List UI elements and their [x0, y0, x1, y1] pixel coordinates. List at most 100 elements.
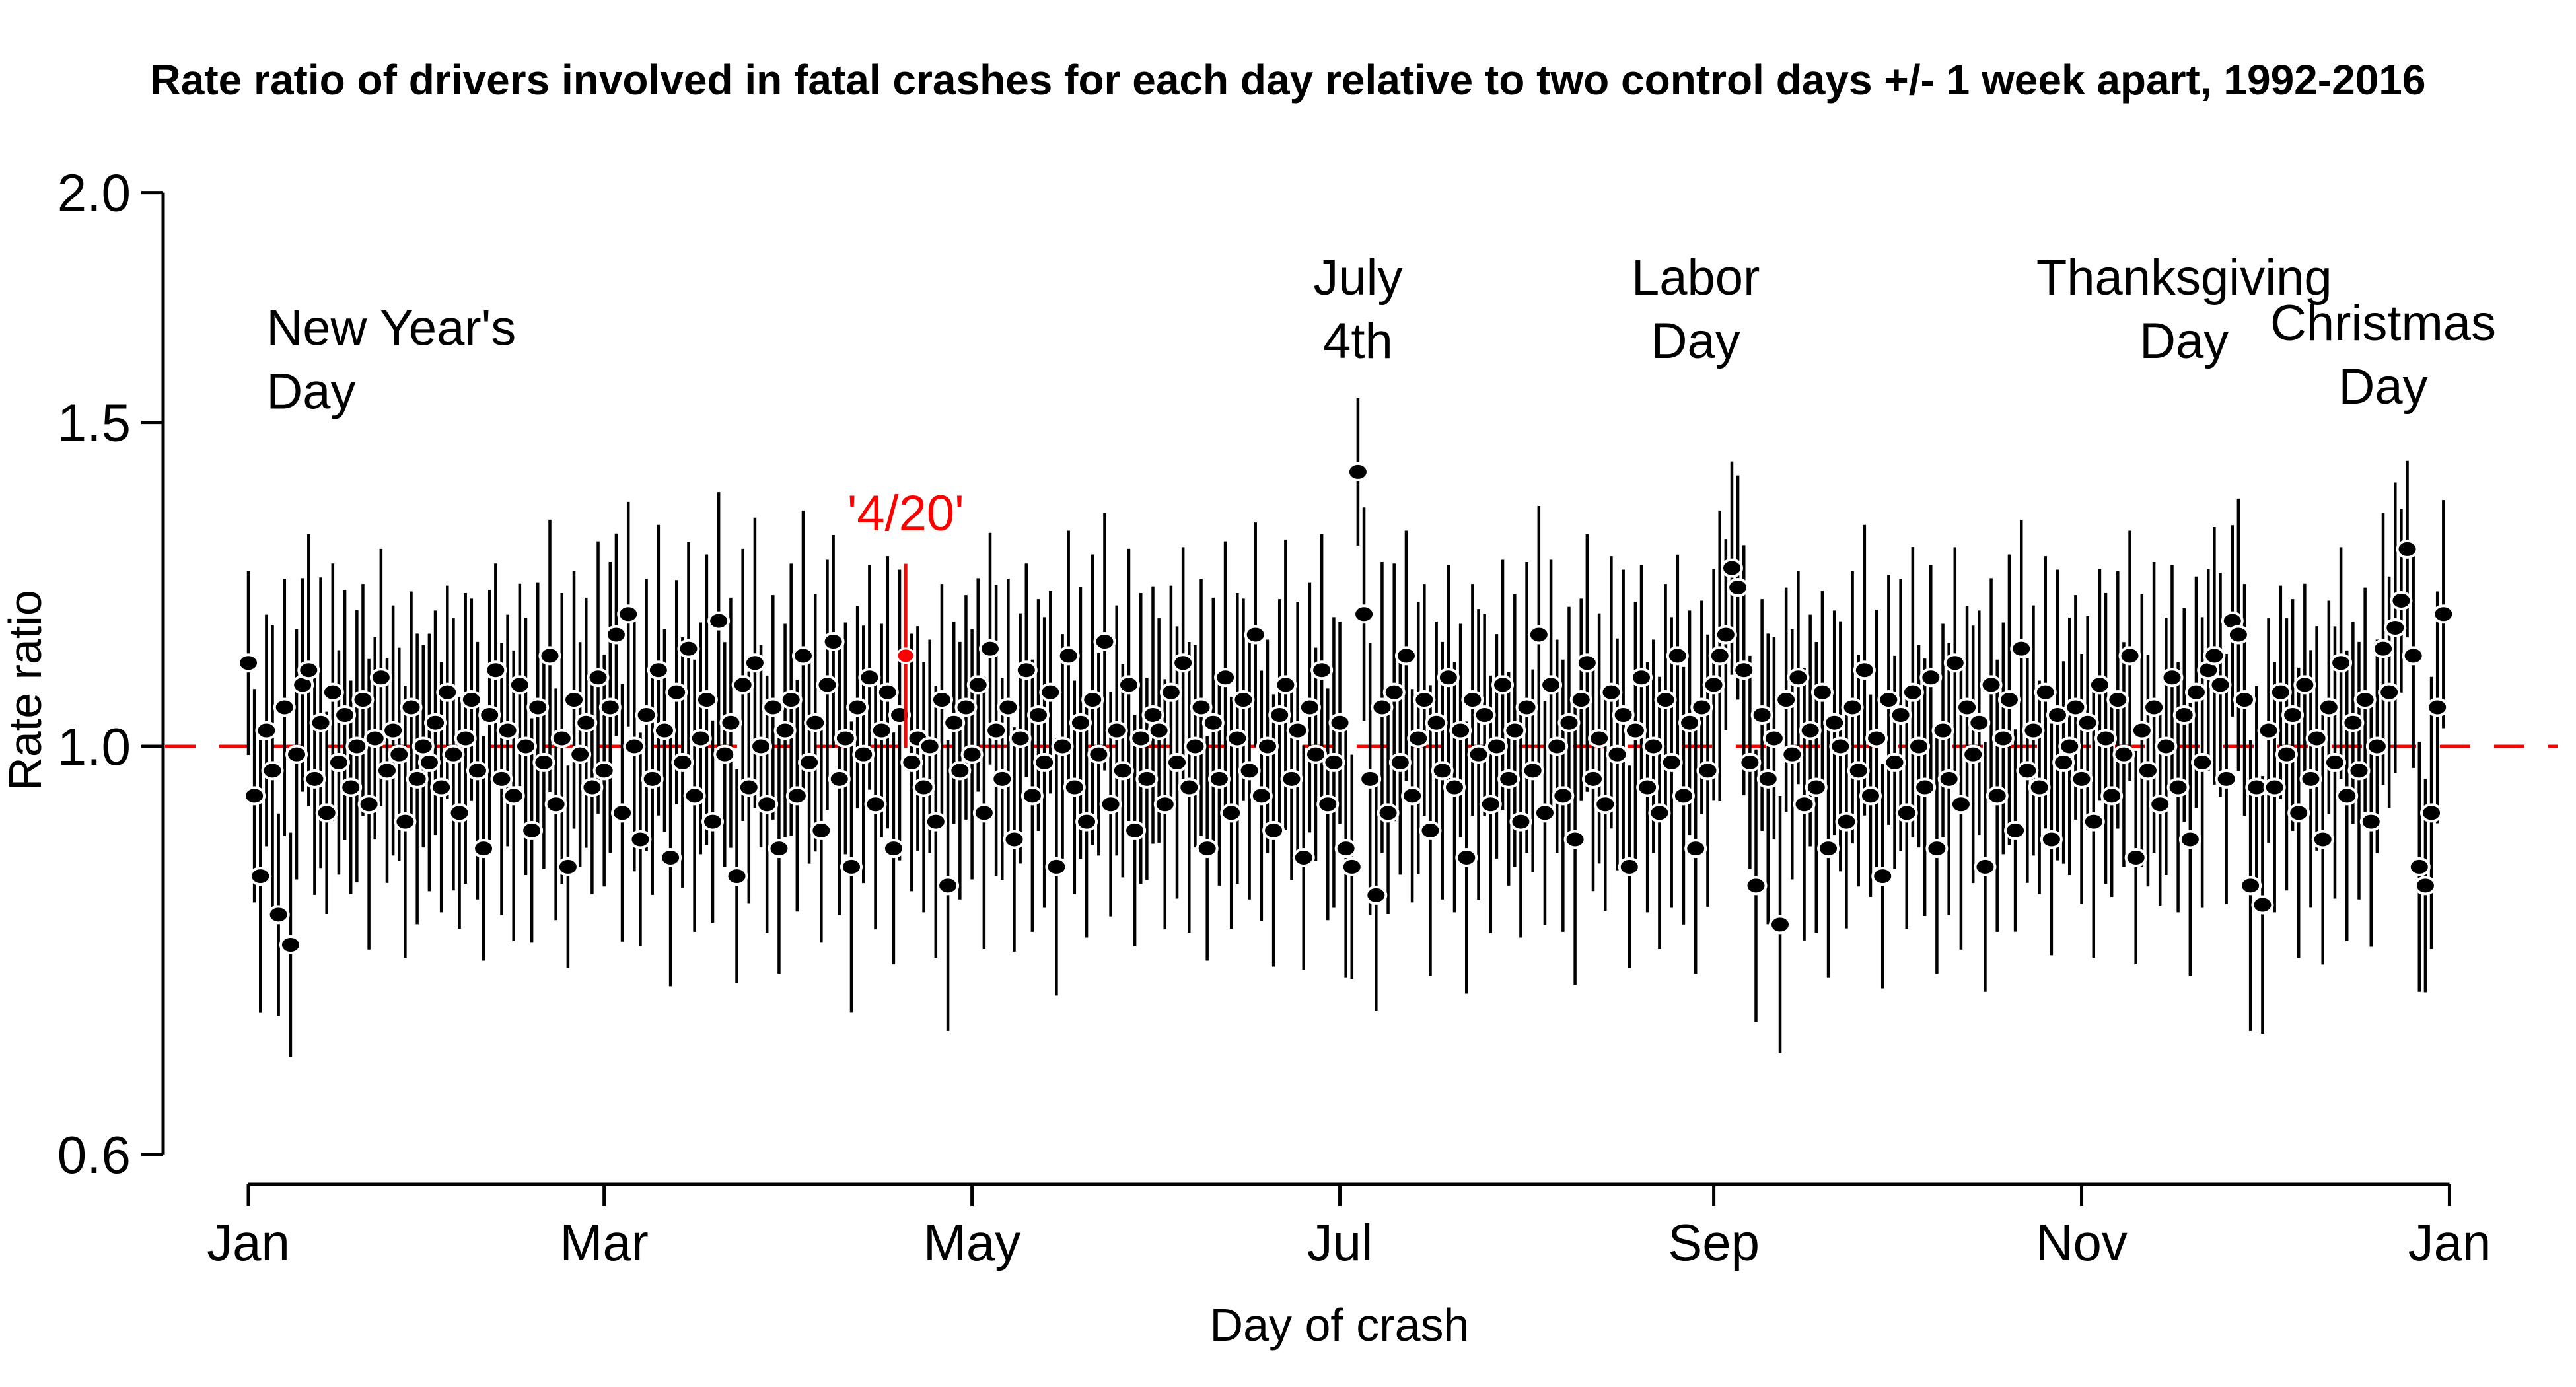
data-point — [1033, 752, 1056, 772]
data-point — [683, 786, 706, 806]
annotation-july-4th: July — [1313, 250, 1402, 306]
x-axis-title: Day of crash — [1210, 1299, 1470, 1351]
data-point — [598, 697, 622, 717]
data-point — [2323, 752, 2346, 772]
data-point — [1889, 705, 1912, 725]
data-point — [1292, 847, 1315, 867]
data-point — [1775, 690, 1798, 710]
data-point — [1105, 721, 1128, 740]
data-point — [816, 675, 839, 695]
data-point — [315, 803, 338, 823]
data-point — [1394, 646, 1417, 666]
data-point — [2203, 646, 2226, 666]
data-point — [2311, 830, 2334, 849]
data-point — [2402, 646, 2425, 666]
data-point — [972, 803, 995, 823]
data-point — [550, 729, 573, 748]
data-point — [1540, 675, 1563, 695]
data-point — [1853, 660, 1876, 680]
annotation-july-4th: 4th — [1323, 313, 1393, 369]
data-point — [1624, 721, 1647, 740]
data-point — [2124, 847, 2147, 867]
data-point — [1666, 646, 1689, 666]
annotation-new-years: Day — [266, 363, 355, 419]
data-point — [1515, 697, 1538, 717]
data-point — [1129, 729, 1153, 748]
data-point — [1087, 744, 1110, 764]
data-point — [2359, 812, 2382, 832]
y-tick-label: 2.0 — [57, 164, 131, 223]
data-point — [1346, 462, 1369, 481]
data-point — [1268, 705, 1291, 725]
data-point — [1328, 713, 1351, 732]
data-point — [1750, 705, 1773, 725]
data-point — [1642, 736, 1665, 756]
data-point — [1552, 786, 1575, 806]
data-point — [2166, 777, 2190, 797]
data-point — [918, 736, 941, 756]
data-point — [2336, 786, 2359, 806]
data-point — [1690, 697, 1713, 717]
data-point — [2239, 876, 2262, 896]
data-point — [1250, 786, 1273, 806]
data-point — [768, 839, 791, 859]
data-point — [1581, 769, 1604, 789]
data-point — [937, 876, 960, 896]
data-point — [1636, 777, 1659, 797]
data-point — [1612, 705, 1635, 725]
data-point — [2112, 744, 2135, 764]
data-point — [1738, 752, 1762, 772]
data-point — [1871, 867, 1894, 886]
data-point — [1606, 744, 1629, 764]
data-point — [334, 705, 357, 725]
data-point — [345, 736, 369, 756]
data-point — [623, 736, 646, 756]
data-point — [2191, 752, 2214, 772]
x-tick-label: May — [923, 1213, 1020, 1271]
data-point — [1232, 690, 1255, 710]
x-tick-label: Jul — [1307, 1213, 1373, 1271]
data-point — [2269, 682, 2292, 702]
data-point — [267, 905, 290, 925]
data-point — [900, 752, 923, 772]
data-point — [2305, 729, 2328, 748]
data-point — [309, 713, 332, 732]
annotation-new-years: New Year's — [266, 300, 516, 356]
data-point — [1280, 769, 1303, 789]
data-point — [948, 761, 972, 781]
data-point — [804, 713, 827, 732]
data-point — [1931, 721, 1954, 740]
data-point — [2378, 682, 2401, 702]
data-point — [1991, 729, 2015, 748]
data-point — [1045, 857, 1068, 876]
data-point — [756, 795, 779, 814]
data-point — [1274, 675, 1297, 695]
data-point — [2118, 646, 2141, 666]
data-point — [1925, 839, 1949, 859]
data-point — [2070, 769, 2093, 789]
data-point — [363, 729, 386, 748]
data-point — [406, 769, 429, 789]
data-point — [798, 752, 821, 772]
data-point — [1159, 682, 1182, 702]
data-point — [779, 690, 803, 710]
data-point — [1020, 786, 1044, 806]
x-tick-label: Jan — [207, 1213, 290, 1271]
data-point — [750, 736, 773, 756]
data-point — [997, 697, 1020, 717]
data-point — [1443, 777, 1466, 797]
data-point — [1178, 777, 1201, 797]
data-point — [1081, 690, 1104, 710]
data-point — [1503, 721, 1526, 740]
data-point — [1648, 803, 1671, 823]
data-point — [2287, 803, 2310, 823]
data-point — [1371, 697, 1394, 717]
data-point — [985, 721, 1008, 740]
data-point — [653, 721, 676, 740]
data-point — [2046, 705, 2069, 725]
data-point — [2022, 721, 2045, 740]
data-point — [2010, 639, 2033, 658]
data-point — [840, 857, 863, 876]
data-point — [1340, 857, 1363, 876]
